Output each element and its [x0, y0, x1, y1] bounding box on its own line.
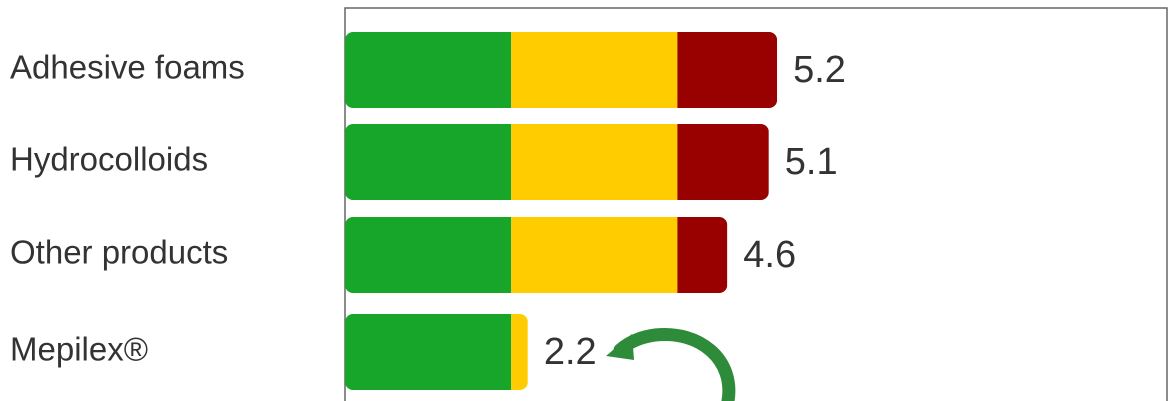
bar-segment	[511, 32, 678, 108]
total-label: 2.2	[544, 331, 597, 373]
bar-segment	[345, 314, 512, 390]
bar-segment	[677, 32, 778, 108]
bar-segment	[345, 124, 512, 200]
plot-frame	[344, 7, 1168, 401]
bar-segment	[511, 217, 678, 293]
total-label: 5.2	[793, 49, 846, 91]
bar-group	[345, 314, 528, 390]
category-label: Adhesive foams	[10, 49, 245, 86]
total-label: 4.6	[743, 234, 796, 276]
bar-group	[345, 217, 728, 293]
total-label: 5.1	[785, 141, 838, 183]
category-label: Hydrocolloids	[10, 141, 208, 178]
arrow-curve	[613, 327, 736, 401]
bar-segment	[677, 217, 728, 293]
bar-segment	[511, 124, 678, 200]
bar-segment	[345, 217, 512, 293]
arrow-head	[606, 334, 634, 360]
category-label: Other products	[10, 234, 228, 271]
bar-segment	[677, 124, 769, 200]
bar-group	[345, 124, 769, 200]
bar-group	[345, 32, 778, 108]
bar-segment	[345, 32, 512, 108]
bar-segment	[511, 314, 528, 390]
arrow	[606, 327, 736, 401]
category-label: Mepilex®	[10, 331, 148, 368]
